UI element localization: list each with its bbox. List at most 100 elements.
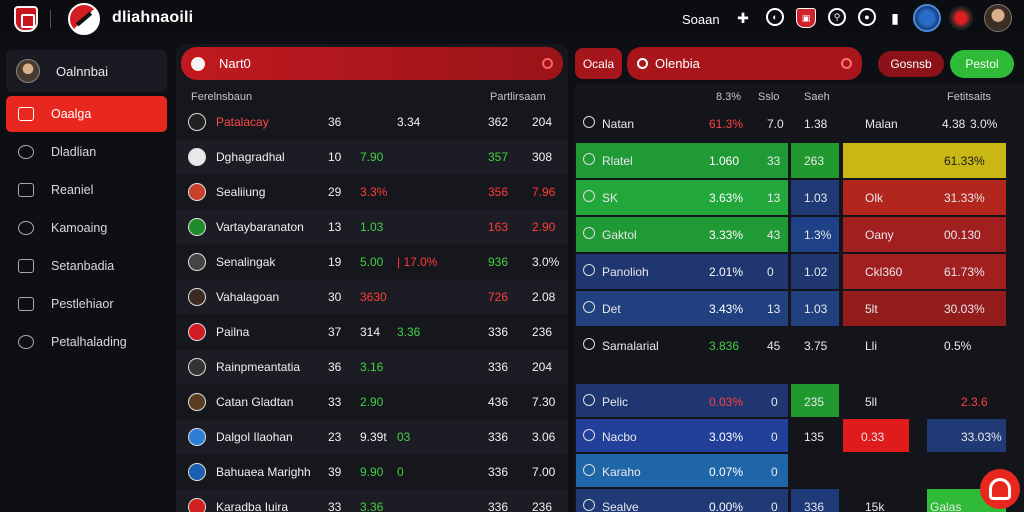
row-value: 436 [488,395,509,409]
odds-cell[interactable] [927,419,1006,452]
odds-value: 61.33% [944,154,985,168]
table-row[interactable]: Rainpmeantatia 36 3.16 336 204 [176,350,568,384]
odds-cell[interactable] [791,254,839,289]
row-value: 726 [488,290,509,304]
odds-cell[interactable] [576,384,788,417]
odds-cell[interactable] [843,328,1006,363]
odds-row[interactable]: Rlatel 1.060 33 263 61.33% [575,143,1006,179]
search-icon[interactable]: ⚲ [828,8,846,26]
odds-row[interactable]: Panolioh 2.01% 0 1.02 Ckl360 61.73% [575,254,1006,290]
odds-cell[interactable] [843,106,1006,141]
odds-cell[interactable] [843,254,1006,289]
team-icon [583,190,595,202]
odds-value: 0 [767,265,774,279]
odds-cell[interactable] [791,419,839,452]
odds-value: 13 [767,191,781,205]
odds-row[interactable]: Gaktol 3.33% 43 1.3% Oany 00.130 [575,217,1006,253]
sidebar-item-settings[interactable]: Setanbadia [6,248,167,284]
odds-cell[interactable] [576,254,788,289]
odds-cell[interactable] [576,291,788,326]
odds-cell[interactable] [791,217,839,252]
table-row[interactable]: Catan Gladtan 33 2.90 436 7.30 [176,385,568,419]
secondary-button[interactable]: Gosnsb [878,51,944,77]
table-row[interactable]: Vartaybaranaton 13 1.03 163 2.90 [176,210,568,244]
sidebar-item-dashboard[interactable]: Dladlian [6,134,167,170]
close-icon[interactable] [542,58,553,69]
odds-cell[interactable] [791,180,839,215]
user-avatar[interactable] [984,4,1012,32]
odds-cell[interactable] [843,143,1006,178]
table-row[interactable]: Patalacay 36 3.34 362 204 [176,105,568,139]
odds-row[interactable]: SK 3.63% 13 1.03 Olk 31.33% [575,180,1006,216]
odds-cell[interactable] [791,291,839,326]
sidebar-item-home[interactable]: Oaalga [6,96,167,132]
table-row[interactable]: Senalingak 19 5.00 | 17.0% 936 3.0% [176,245,568,279]
table-row[interactable]: Karadba Iuira 33 3.36 336 236 [176,490,568,512]
chat-fab-button[interactable] [980,469,1020,509]
odds-cell[interactable] [843,217,1006,252]
odds-cell[interactable] [576,489,788,512]
odds-cell[interactable] [843,180,1006,215]
row-value: 0 [397,465,404,479]
shield-icon[interactable]: ▣ [796,8,816,28]
odds-row[interactable]: Samalarial 3.836 45 3.75 Lli 0.5% [575,328,1006,364]
table-row[interactable]: Pailna 37 314 3.36 336 236 [176,315,568,349]
brand-logo-icon[interactable] [68,3,100,35]
odds-cell[interactable] [843,489,909,512]
odds-cell[interactable] [576,454,788,487]
odds-row[interactable]: Nacbo 3.03% 0 135 0.33 33.03% [575,419,1006,455]
settings-icon[interactable]: ◐ [766,8,784,26]
table-row[interactable]: Dghagradhal 10 7.90 357 308 [176,140,568,174]
row-value: 2.08 [532,290,556,304]
odds-cell[interactable] [843,419,909,452]
plus-icon[interactable]: ✚ [737,9,749,26]
odds-row[interactable]: Det 3.43% 13 1.03 5lt 30.03% [575,291,1006,327]
odds-cell[interactable] [576,143,788,178]
odds-value: 33 [767,154,781,168]
clipboard-icon[interactable]: ▮ [891,9,899,26]
close-icon[interactable] [841,58,852,69]
row-value: 33 [328,395,342,409]
odds-cell[interactable] [576,180,788,215]
table-row[interactable]: Vahalagoan 30 3630 726 2.08 [176,280,568,314]
odds-row[interactable]: Sealve 0.00% 0 336 15k Galas [575,489,1006,512]
odds-value: 3.63% [709,191,744,205]
odds-cell[interactable] [843,384,909,417]
odds-cell[interactable] [791,489,839,512]
odds-cell[interactable] [791,454,839,487]
odds-row[interactable]: Pelic 0.03% 0 235 5ll 2.3.6 [575,384,1006,420]
odds-cell[interactable] [927,384,1006,417]
sidebar-item-matching[interactable]: Petalhalading [6,324,167,360]
odds-cell[interactable] [576,328,788,363]
odds-cell[interactable] [576,419,788,452]
odds-cell[interactable] [791,384,839,417]
row-value: 7.00 [532,465,556,479]
table-row[interactable]: Bahuaea Marighh 39 9.90 0 336 7.00 [176,455,568,489]
sidebar-item-games[interactable]: Kamoaing [6,210,167,246]
sidebar-item-schedule[interactable]: Pestlehiaor [6,286,167,322]
tab-ocala[interactable]: Ocala [575,48,622,79]
tab-olenbia[interactable]: Olenbia [627,47,862,80]
odds-cell[interactable] [791,328,839,363]
odds-cell[interactable] [843,291,1006,326]
sidebar-item-real[interactable]: Reaniel [6,172,167,208]
primary-button[interactable]: Pestol [950,50,1014,78]
table-row[interactable]: Dalgol Ilaohan 23 9.39t 03 336 3.06 [176,420,568,454]
odds-row[interactable]: Karaho 0.07% 0 [575,454,1006,490]
odds-value: 2.3.6 [961,395,988,409]
odds-cell[interactable] [576,106,788,141]
odds-row[interactable]: Natan 61.3% 7.0 1.38 Malan 4.38 3.0% [575,106,1006,142]
sidebar-user[interactable]: Oalnnbai [6,50,167,92]
odds-cell[interactable] [791,106,839,141]
chat-icon[interactable]: ● [858,8,876,26]
table-row[interactable]: Sealiiung 29 3.3% 356 7.96 [176,175,568,209]
profile-icon[interactable] [913,4,941,32]
odds-cell[interactable] [791,143,839,178]
team-icon[interactable] [949,6,973,30]
odds-cell[interactable] [576,217,788,252]
team-name: Pelic [602,395,629,409]
panel-header[interactable]: Nart0 [181,47,563,80]
shield-logo-icon[interactable] [14,6,38,32]
search-link[interactable]: Soaan [682,12,720,27]
odds-cell[interactable] [843,454,909,487]
